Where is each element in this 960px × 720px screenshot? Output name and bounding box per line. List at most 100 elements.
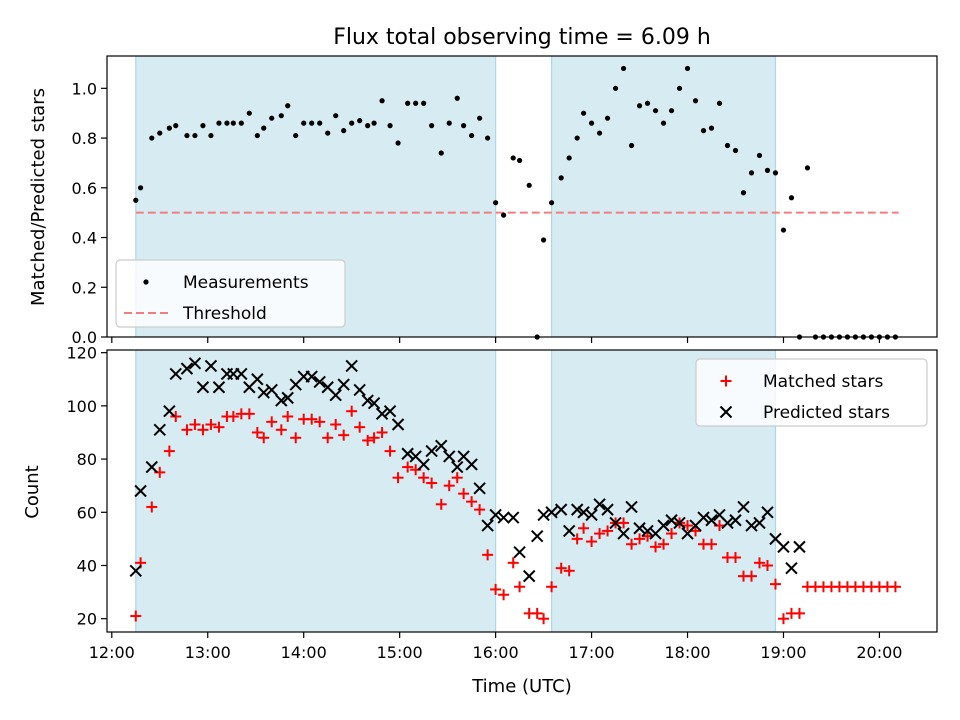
predicted-star-point <box>329 389 342 402</box>
matched-star-point <box>451 472 463 484</box>
measurement-point <box>540 237 547 243</box>
measurement-point <box>278 113 284 119</box>
matched-star-point <box>282 411 294 423</box>
shaded-interval <box>551 56 776 337</box>
matched-star-point <box>642 530 654 542</box>
predicted-star-point <box>585 508 598 522</box>
predicted-star-point <box>761 506 774 519</box>
predicted-star-point <box>204 359 218 373</box>
matched-star-point <box>634 533 646 545</box>
matched-star-point <box>666 528 678 540</box>
measurement-point <box>668 108 675 114</box>
measurement-point <box>580 110 587 116</box>
measurement-point <box>157 130 163 136</box>
measurement-point <box>620 65 627 72</box>
predicted-star-point <box>345 359 358 373</box>
measurement-point <box>724 142 731 149</box>
measurement-point <box>269 115 275 121</box>
measurement-point <box>764 167 771 173</box>
measurement-point <box>740 190 747 196</box>
measurement-point <box>317 120 323 126</box>
y-tick-label: 0.4 <box>72 229 97 248</box>
matched-star-point <box>322 432 334 444</box>
matched-star-point <box>362 434 374 446</box>
matched-star-point <box>314 416 326 428</box>
measurement-point <box>438 150 444 156</box>
matched-star-point <box>346 405 358 417</box>
x-tick-label: 19:00 <box>760 643 806 662</box>
legend-key-measurements <box>143 279 149 285</box>
measurement-point <box>716 100 723 106</box>
predicted-star-point <box>633 522 646 535</box>
matched-star-point <box>197 424 209 436</box>
matched-star-point <box>514 581 526 593</box>
measurement-point <box>200 123 206 129</box>
y-tick-label: 100 <box>66 397 97 416</box>
measurement-point <box>477 115 483 121</box>
predicted-star-point <box>729 514 742 527</box>
matched-star-point <box>181 424 193 436</box>
measurement-point <box>780 227 787 233</box>
measurement-point <box>371 120 377 126</box>
measurement-point <box>261 125 267 131</box>
measurement-point <box>485 135 491 141</box>
matched-star-point <box>753 557 765 569</box>
matched-star-point <box>777 613 789 625</box>
matched-star-point <box>458 488 470 500</box>
measurement-point <box>748 170 755 176</box>
matched-star-point <box>690 525 702 537</box>
measurement-point <box>166 125 172 131</box>
measurement-point <box>173 123 179 129</box>
measurement-point <box>365 123 371 129</box>
matched-star-point <box>170 411 182 423</box>
measurement-point <box>429 123 435 129</box>
predicted-star-point <box>169 367 182 381</box>
predicted-star-point <box>375 407 389 421</box>
predicted-star-point <box>313 375 326 389</box>
matched-star-point <box>889 581 901 593</box>
predicted-star-point <box>153 423 166 437</box>
predicted-star-point <box>443 450 456 463</box>
measurement-point <box>804 165 811 171</box>
measurement-point <box>413 100 419 106</box>
measurement-point <box>548 200 555 206</box>
predicted-star-point <box>251 373 264 386</box>
predicted-star-point <box>777 540 790 554</box>
matched-star-point <box>290 432 302 444</box>
predicted-star-point <box>513 545 526 559</box>
predicted-star-point <box>435 439 448 452</box>
predicted-star-point <box>180 362 194 375</box>
predicted-star-point <box>481 519 494 532</box>
predicted-star-point <box>665 514 678 527</box>
predicted-star-point <box>673 516 686 530</box>
predicted-star-point <box>337 378 350 391</box>
matched-star-point <box>563 565 575 577</box>
plot-frame <box>106 55 938 338</box>
predicted-star-point <box>401 447 414 460</box>
predicted-star-point <box>451 460 464 474</box>
x-tick-label: 16:00 <box>473 643 519 662</box>
measurement-point <box>137 185 144 191</box>
matched-star-point <box>546 581 558 593</box>
predicted-star-point <box>745 519 758 532</box>
measurement-point <box>387 123 393 129</box>
predicted-star-point <box>465 458 478 471</box>
measurement-point <box>184 132 190 139</box>
measurement-point <box>446 120 452 126</box>
matched-star-point <box>793 607 805 619</box>
predicted-star-point <box>562 524 576 538</box>
measurement-point <box>208 132 214 139</box>
x-tick-label: 14:00 <box>281 643 327 662</box>
measurement-point <box>341 128 347 134</box>
matched-star-point <box>275 424 287 436</box>
matched-star-point <box>729 552 741 564</box>
matched-star-point <box>578 522 590 534</box>
legend-label: Predicted stars <box>763 403 890 423</box>
predicted-star-point <box>367 397 381 410</box>
bottom-xlabel: Time (UTC) <box>471 676 572 697</box>
predicted-star-point <box>641 524 654 538</box>
measurement-point <box>285 103 291 109</box>
measurement-point <box>612 85 619 91</box>
legend-label: Threshold <box>182 304 267 324</box>
predicted-star-point <box>353 383 366 397</box>
